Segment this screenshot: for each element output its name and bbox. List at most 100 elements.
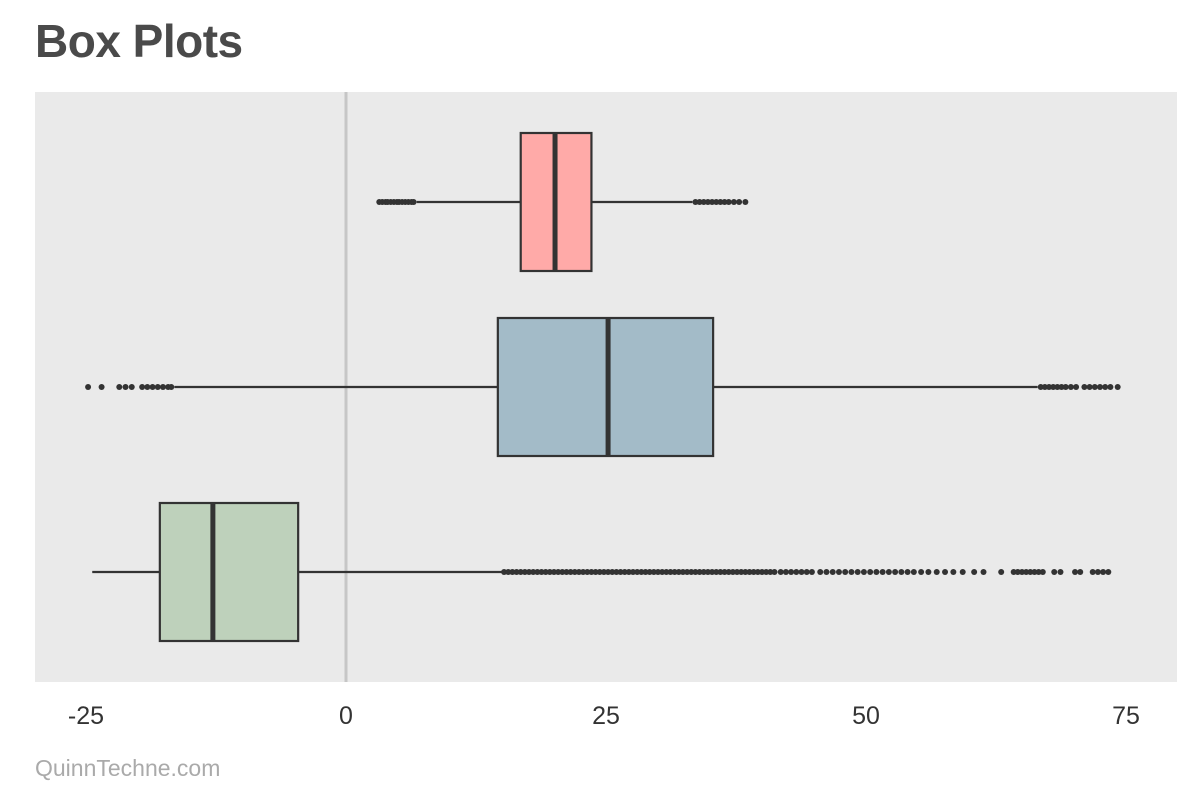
- outlier-point: [729, 569, 736, 575]
- outlier-point: [1019, 569, 1025, 575]
- outlier-point: [971, 569, 978, 575]
- outlier-point: [85, 384, 92, 390]
- outlier-point: [959, 569, 966, 575]
- outlier-point: [692, 569, 699, 575]
- outlier-point: [696, 569, 703, 575]
- outlier-point: [139, 384, 146, 390]
- outlier-point: [1035, 569, 1042, 575]
- iqr-box: [496, 316, 715, 458]
- outlier-point: [704, 199, 711, 205]
- outlier-point: [1051, 569, 1058, 575]
- outlier-point: [575, 569, 582, 575]
- iqr-box: [158, 501, 300, 643]
- outlier-point: [1100, 569, 1107, 575]
- outlier-point: [734, 569, 741, 575]
- outlier-point: [788, 569, 795, 575]
- outlier-point: [1091, 384, 1098, 390]
- outlier-point: [725, 199, 732, 205]
- outlier-point: [675, 569, 682, 575]
- outlier-point: [904, 569, 911, 575]
- outlier-point: [998, 569, 1005, 575]
- outlier-point: [580, 569, 587, 575]
- outlier-point: [1089, 569, 1096, 575]
- outlier-point: [835, 569, 842, 575]
- outlier-point: [1067, 384, 1074, 390]
- outlier-point: [1077, 569, 1084, 575]
- outlier-point: [98, 384, 105, 390]
- outlier-point: [571, 569, 578, 575]
- outlier-point: [1010, 569, 1017, 575]
- outlier-point: [1086, 384, 1093, 390]
- outlier-point: [704, 569, 711, 575]
- outlier-point: [650, 569, 657, 575]
- outlier-point: [817, 569, 824, 575]
- outlier-point: [1081, 384, 1088, 390]
- outlier-point: [509, 569, 516, 575]
- outlier-point: [1039, 569, 1046, 575]
- outlier-point: [679, 569, 686, 575]
- outlier-point: [1041, 384, 1048, 390]
- outlier-point: [950, 569, 957, 575]
- outlier-point: [567, 569, 574, 575]
- outlier-point: [746, 569, 753, 575]
- outlier-point: [854, 569, 861, 575]
- outlier-point: [1058, 384, 1065, 390]
- box-plot-3: [92, 501, 1112, 643]
- chart-title: Box Plots: [35, 15, 243, 67]
- outlier-point: [551, 569, 557, 575]
- x-tick-label: 50: [852, 702, 880, 730]
- outlier-point: [630, 569, 637, 575]
- outlier-point: [918, 569, 925, 575]
- outlier-point: [848, 569, 855, 575]
- outlier-point: [1105, 569, 1112, 575]
- outlier-point: [168, 384, 175, 390]
- outlier-point: [688, 569, 695, 575]
- outlier-point: [721, 199, 728, 205]
- outlier-point: [1054, 384, 1061, 390]
- outlier-point: [777, 569, 784, 575]
- outlier-point: [517, 569, 524, 575]
- outlier-point: [842, 569, 849, 575]
- outlier-point: [1027, 569, 1034, 575]
- outlier-point: [613, 569, 620, 575]
- outlier-point: [1073, 384, 1080, 390]
- outlier-point: [609, 569, 616, 575]
- outlier-point: [617, 569, 624, 575]
- outlier-point: [546, 569, 553, 575]
- outlier-point: [501, 569, 508, 575]
- outlier-point: [555, 569, 562, 575]
- outlier-point: [803, 569, 810, 575]
- outlier-point: [534, 569, 541, 575]
- outlier-point: [530, 569, 537, 575]
- box-plot-2: [85, 316, 1121, 458]
- outlier-point: [898, 569, 905, 575]
- outlier-point: [696, 199, 703, 205]
- outlier-point: [1062, 384, 1069, 390]
- outlier-point: [659, 569, 666, 575]
- outlier-point: [1031, 569, 1038, 575]
- outlier-point: [742, 199, 749, 205]
- outlier-point: [634, 569, 641, 575]
- outlier-point: [742, 569, 749, 575]
- outlier-point: [1046, 384, 1053, 390]
- outlier-point: [1114, 384, 1121, 390]
- outlier-point: [867, 569, 874, 575]
- outlier-point: [1102, 384, 1109, 390]
- outlier-point: [684, 569, 691, 575]
- outlier-point: [721, 569, 728, 575]
- outlier-point: [638, 569, 645, 575]
- outlier-point: [713, 199, 720, 205]
- outlier-point: [738, 569, 745, 575]
- outlier-point: [1097, 384, 1103, 390]
- outlier-point: [625, 569, 632, 575]
- outlier-point: [860, 569, 867, 575]
- outlier-point: [600, 569, 607, 575]
- outlier-point: [750, 569, 757, 575]
- outlier-point: [144, 384, 151, 390]
- outlier-point: [671, 569, 678, 575]
- outlier-point: [1050, 384, 1057, 390]
- outlier-point: [759, 569, 765, 575]
- outlier-point: [933, 569, 940, 575]
- outlier-point: [667, 569, 674, 575]
